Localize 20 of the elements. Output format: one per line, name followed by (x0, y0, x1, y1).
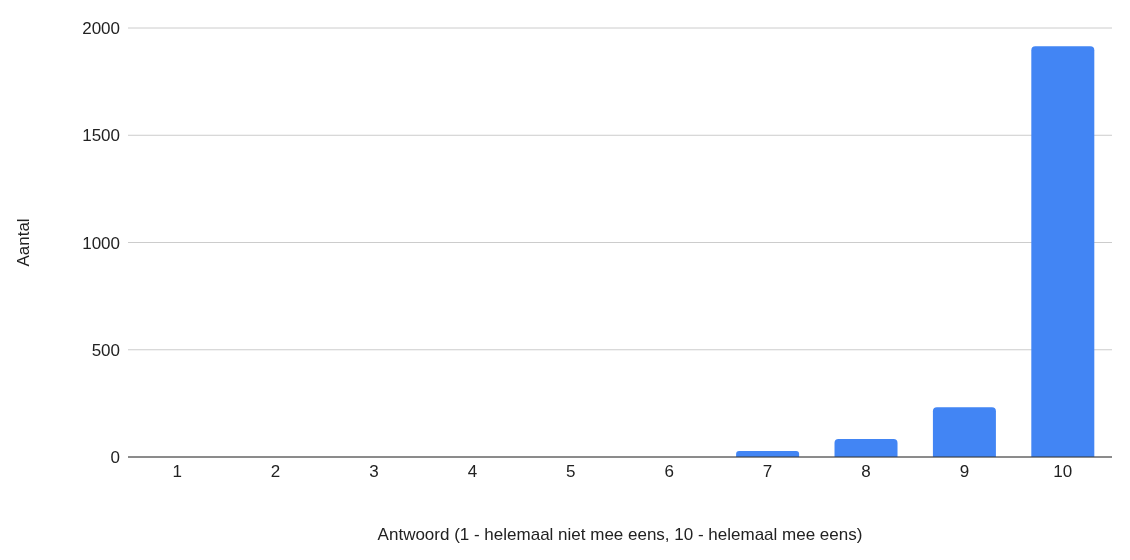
y-tick-label: 1500 (82, 126, 120, 146)
y-tick-label: 0 (110, 448, 120, 468)
x-tick-label: 6 (664, 462, 674, 482)
y-tick-label: 500 (91, 340, 120, 360)
bar (834, 438, 898, 457)
x-tick-label: 9 (959, 462, 970, 482)
x-tick-label: 8 (861, 462, 871, 482)
x-tick-label: 7 (762, 462, 773, 482)
x-tick-label: 10 (1053, 462, 1073, 482)
x-tick-label: 3 (369, 462, 379, 482)
y-tick-label: 2000 (82, 19, 120, 39)
x-tick-label: 4 (467, 462, 478, 482)
x-tick-label: 5 (566, 462, 576, 482)
bar (932, 407, 996, 457)
x-tick-label: 1 (172, 462, 182, 482)
x-axis-title: Antwoord (1 - helemaal niet mee eens, 10 - helemaal mee eens) (377, 525, 863, 544)
bar (1031, 46, 1095, 457)
y-axis-title: Aantal (14, 218, 34, 267)
x-tick-label: 2 (270, 462, 281, 482)
y-tick-label: 1000 (82, 233, 120, 253)
